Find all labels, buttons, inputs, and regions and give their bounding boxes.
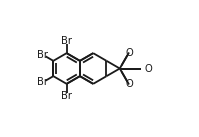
Text: Br: Br: [61, 36, 72, 46]
Text: O: O: [125, 79, 133, 89]
Text: O: O: [125, 48, 133, 58]
Text: Br: Br: [61, 91, 72, 101]
Text: O: O: [144, 64, 152, 73]
Text: Br: Br: [37, 50, 48, 60]
Text: Br: Br: [37, 77, 48, 87]
